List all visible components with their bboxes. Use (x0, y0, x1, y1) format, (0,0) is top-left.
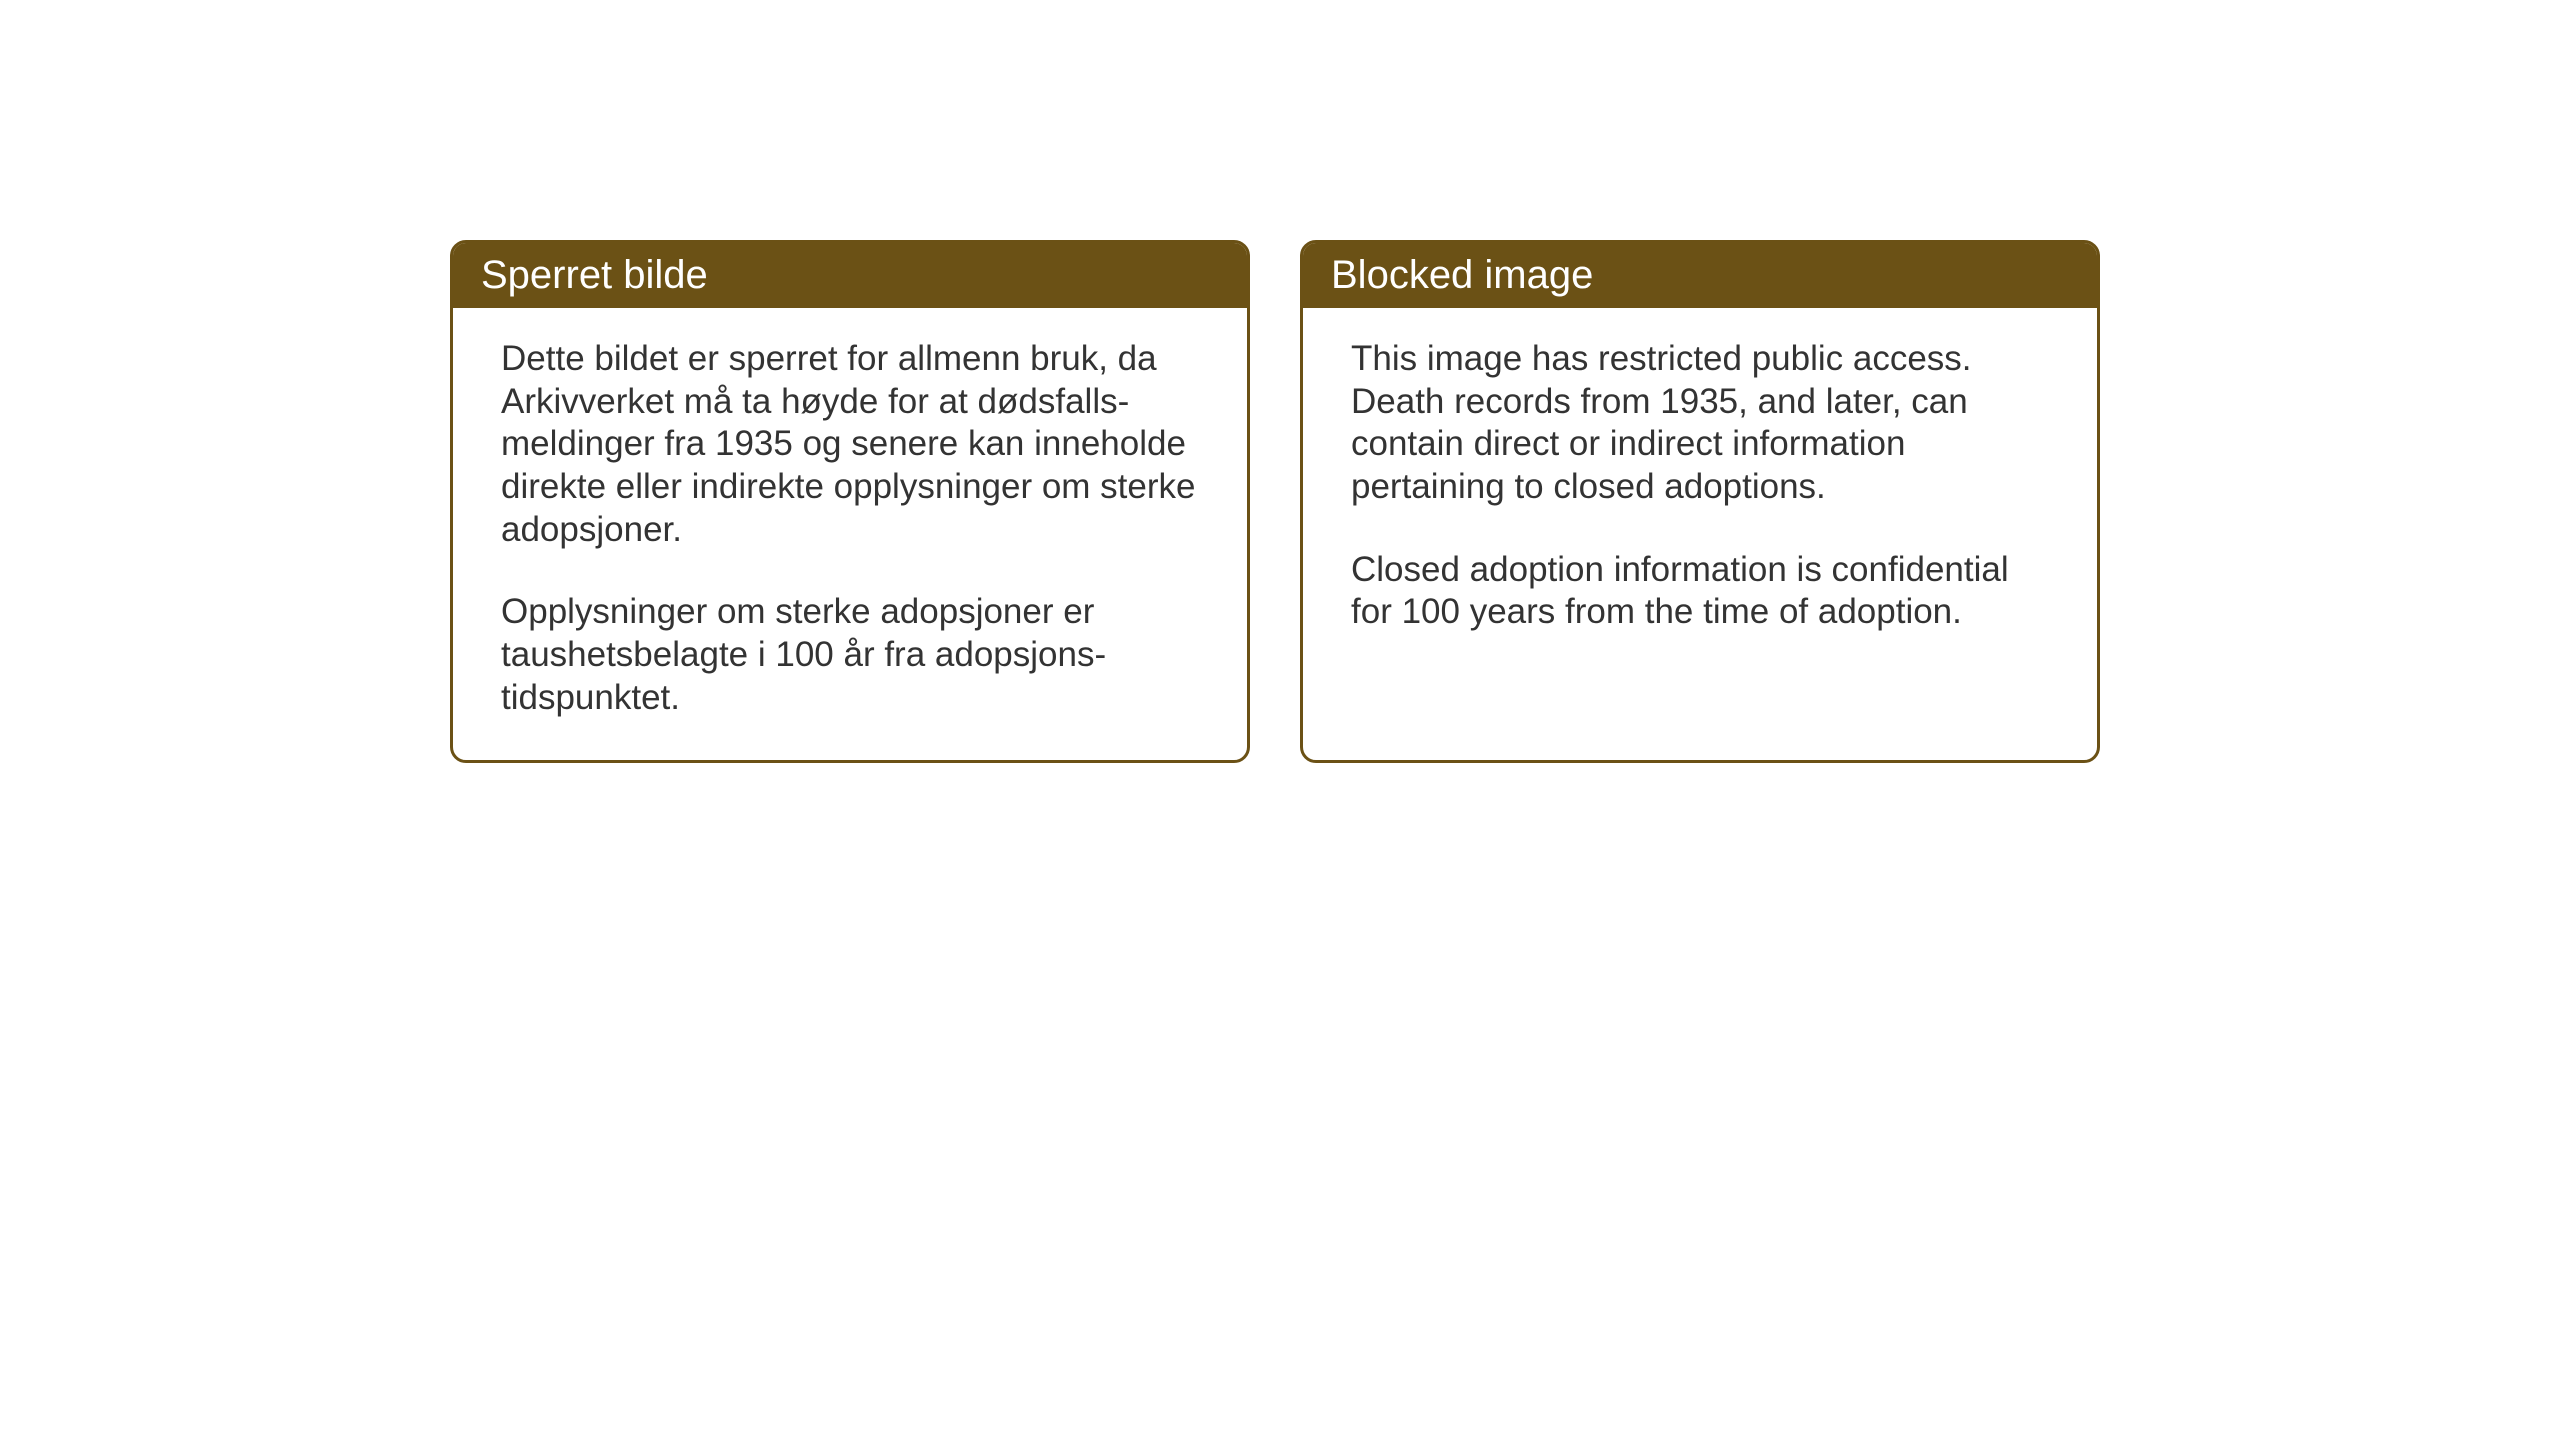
notice-header-english: Blocked image (1303, 243, 2097, 308)
notice-card-english: Blocked image This image has restricted … (1300, 240, 2100, 763)
notice-paragraph-2-english: Closed adoption information is confident… (1351, 549, 2049, 634)
notice-container: Sperret bilde Dette bildet er sperret fo… (450, 240, 2100, 763)
notice-paragraph-1-english: This image has restricted public access.… (1351, 338, 2049, 509)
notice-paragraph-2-norwegian: Opplysninger om sterke adopsjoner er tau… (501, 591, 1199, 719)
notice-title-norwegian: Sperret bilde (481, 253, 708, 297)
notice-header-norwegian: Sperret bilde (453, 243, 1247, 308)
notice-card-norwegian: Sperret bilde Dette bildet er sperret fo… (450, 240, 1250, 763)
notice-body-norwegian: Dette bildet er sperret for allmenn bruk… (453, 308, 1247, 760)
notice-title-english: Blocked image (1331, 253, 1593, 297)
notice-body-english: This image has restricted public access.… (1303, 308, 2097, 728)
notice-paragraph-1-norwegian: Dette bildet er sperret for allmenn bruk… (501, 338, 1199, 551)
